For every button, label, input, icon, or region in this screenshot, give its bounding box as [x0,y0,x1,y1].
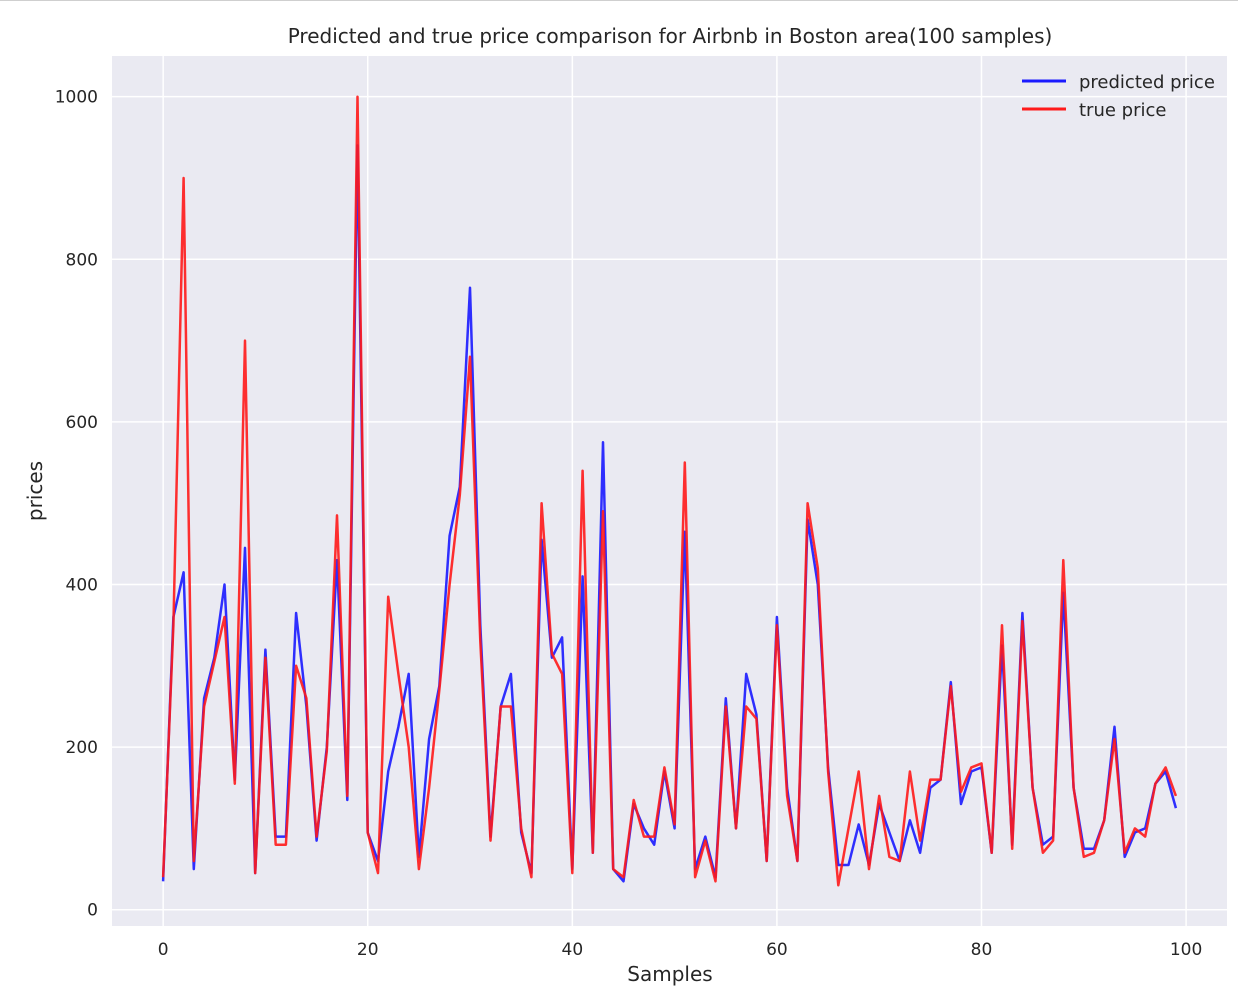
y-tick-label: 800 [66,250,98,270]
y-tick-label: 0 [87,901,98,921]
x-tick-label: 60 [766,940,788,960]
chart-title: Predicted and true price comparison for … [288,24,1053,48]
series-lines [161,95,1178,887]
y-tick-label: 400 [66,576,98,596]
plot-area [112,56,1227,926]
true-price-line [161,95,1178,887]
legend: predicted price true price [1022,72,1215,121]
top-border [0,0,1238,1]
legend-predicted-label: predicted price [1079,72,1215,93]
x-tick-label: 20 [357,940,379,960]
x-axis-label: Samples [627,962,712,986]
legend-true-label: true price [1079,100,1166,121]
x-tick-label: 80 [971,940,993,960]
y-tick-label: 200 [66,738,98,758]
x-tick-label: 0 [158,940,169,960]
y-axis-label: prices [23,461,47,521]
x-tick-label: 100 [1170,940,1202,960]
x-tick-label: 40 [562,940,584,960]
y-tick-label: 1000 [55,88,98,108]
y-tick-label: 600 [66,413,98,433]
